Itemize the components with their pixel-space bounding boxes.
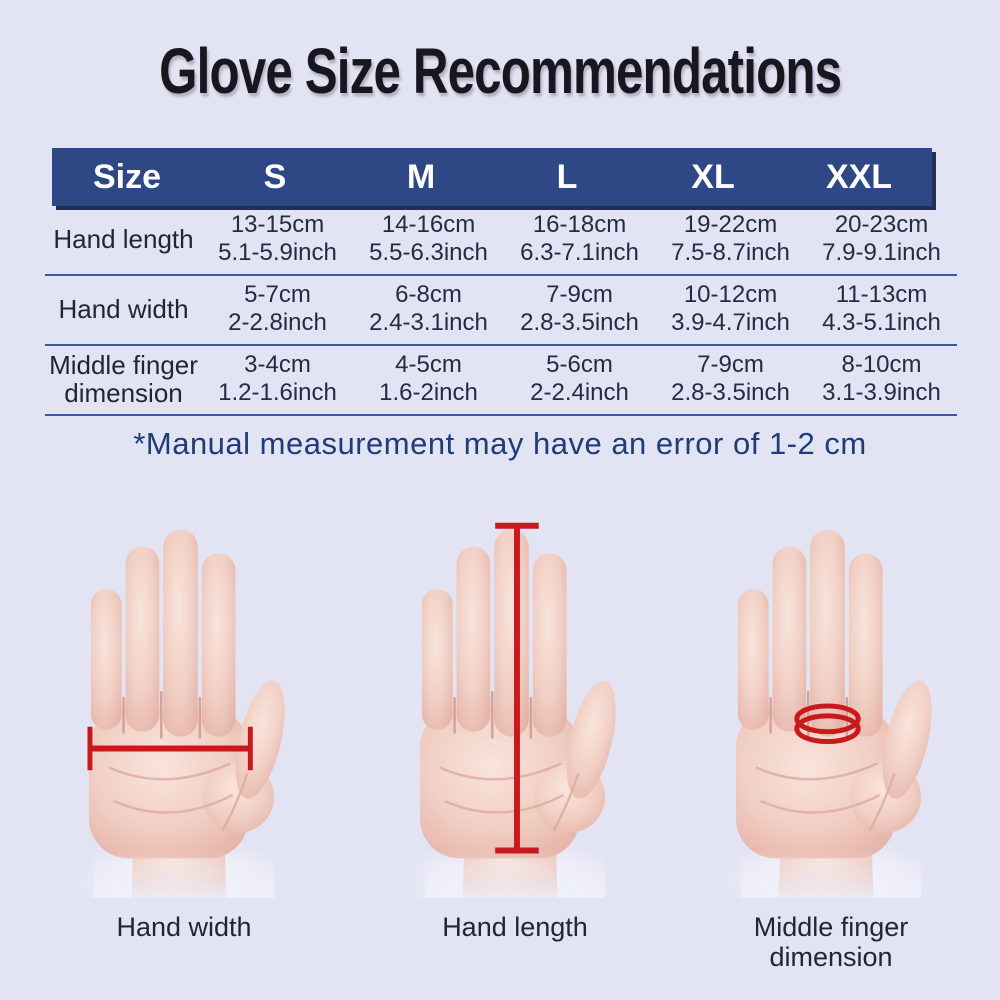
cell-middle-finger-xl: 7-9cm 2.8-3.5inch <box>671 351 790 406</box>
header-l: L <box>556 157 578 196</box>
hand-illustration <box>720 528 943 898</box>
header-xxl: XXL <box>825 157 893 196</box>
header-xl: XL <box>691 157 735 196</box>
cell-hand-width-m: 6-8cm 2.4-3.1inch <box>369 281 488 336</box>
cell-hand-width-xxl: 11-13cm 4.3-5.1inch <box>822 281 941 336</box>
hand-diagrams: Hand width Hand length Middle finger dim… <box>0 502 1000 972</box>
cell-middle-finger-s: 3-4cm 1.2-1.6inch <box>218 351 337 406</box>
header-m: M <box>406 157 436 196</box>
middle-finger-figure: Middle finger dimension <box>700 502 962 972</box>
finger-ring-coil-icon <box>794 703 861 745</box>
table-row-middle-finger: Middle finger dimension 3-4cm 1.2-1.6inc… <box>45 346 957 416</box>
header-size: Size <box>92 157 162 196</box>
cell-hand-width-xl: 10-12cm 3.9-4.7inch <box>671 281 790 336</box>
hand-length-label: Hand length <box>442 912 588 942</box>
header-s: S <box>263 157 287 196</box>
horizontal-width-line-icon <box>87 726 253 771</box>
cell-hand-length-xxl: 20-23cm 7.9-9.1inch <box>822 211 941 266</box>
page-title: Glove Size Recommendations <box>159 35 842 108</box>
cell-middle-finger-l: 5-6cm 2-2.4inch <box>530 351 629 406</box>
table-row-hand-length: Hand length 13-15cm 5.1-5.9inch 14-16cm … <box>45 206 957 276</box>
cell-hand-length-m: 14-16cm 5.5-6.3inch <box>369 211 488 266</box>
row-label: Hand length <box>53 224 194 254</box>
middle-finger-label: Middle finger dimension <box>753 912 909 972</box>
measurement-error-note: *Manual measurement may have an error of… <box>133 426 867 461</box>
cell-hand-length-s: 13-15cm 5.1-5.9inch <box>218 211 337 266</box>
table-row-hand-width: Hand width 5-7cm 2-2.8inch 6-8cm 2.4-3.1… <box>45 276 957 346</box>
row-label: Middle finger dimension <box>49 350 198 408</box>
hand-illustration <box>404 522 627 898</box>
hand-width-label: Hand width <box>116 912 252 942</box>
cell-middle-finger-xxl: 8-10cm 3.1-3.9inch <box>822 351 941 406</box>
hand-length-figure: Hand length <box>384 502 646 972</box>
cell-hand-width-l: 7-9cm 2.8-3.5inch <box>520 281 639 336</box>
vertical-length-line-icon <box>495 522 539 854</box>
hand-illustration <box>73 528 296 898</box>
cell-hand-width-s: 5-7cm 2-2.8inch <box>228 281 327 336</box>
cell-hand-length-l: 16-18cm 6.3-7.1inch <box>520 211 639 266</box>
hand-width-figure: Hand width <box>53 502 315 972</box>
cell-middle-finger-m: 4-5cm 1.6-2inch <box>379 351 478 406</box>
size-table-header: Size S M L XL XXL <box>52 148 932 206</box>
row-label: Hand width <box>58 294 189 324</box>
size-table-body: Hand length 13-15cm 5.1-5.9inch 14-16cm … <box>45 206 957 416</box>
cell-hand-length-xl: 19-22cm 7.5-8.7inch <box>671 211 790 266</box>
